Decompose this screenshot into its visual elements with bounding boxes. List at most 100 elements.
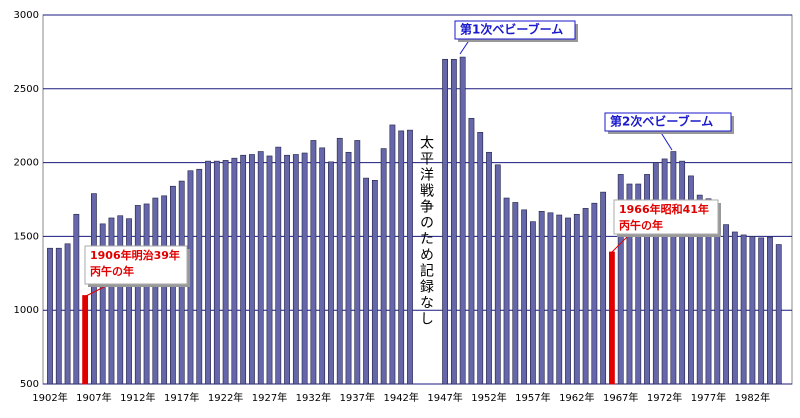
bar <box>354 140 361 385</box>
leader-line <box>659 130 673 151</box>
bar <box>319 147 326 385</box>
bar <box>635 183 642 385</box>
annotation: 1966年昭和41年 <box>619 202 709 216</box>
bar <box>231 157 238 385</box>
bar <box>82 295 89 385</box>
annotation-box <box>84 245 188 285</box>
bar <box>222 160 229 385</box>
y-tick-label: 500 <box>20 379 39 390</box>
bar <box>565 217 571 385</box>
bar <box>292 154 299 385</box>
bar <box>55 247 62 385</box>
bar <box>266 155 273 385</box>
bar <box>91 193 97 385</box>
bar <box>494 164 501 385</box>
bar <box>450 58 457 385</box>
bar <box>442 58 448 385</box>
x-tick-label: 1942年 <box>383 391 418 404</box>
bar <box>705 198 712 385</box>
bar <box>73 213 80 385</box>
bar <box>380 148 387 385</box>
x-tick-label: 1922年 <box>208 391 243 404</box>
bar <box>731 231 738 385</box>
y-tick-label: 2500 <box>14 84 39 95</box>
bar <box>371 180 378 385</box>
bar <box>249 154 255 385</box>
bar <box>363 177 369 385</box>
annotation: 丙午の年 <box>619 218 663 232</box>
x-tick-label: 1917年 <box>164 391 199 404</box>
bar <box>661 158 668 385</box>
annotation-box <box>613 199 719 235</box>
x-tick-label: 1907年 <box>76 391 111 404</box>
bar <box>749 236 756 385</box>
bar <box>345 151 352 385</box>
bar <box>609 251 615 385</box>
x-tick-label: 1957年 <box>515 391 550 404</box>
y-tick-label: 1000 <box>14 305 39 316</box>
bar <box>99 223 106 385</box>
bar <box>152 197 159 385</box>
bar <box>512 202 519 385</box>
annotation: 第1次ベビーブーム <box>460 22 563 37</box>
bar <box>591 202 598 385</box>
bar <box>688 175 694 385</box>
bar <box>336 137 343 385</box>
bar <box>275 146 282 385</box>
bar <box>556 214 563 385</box>
bar <box>213 160 220 385</box>
bar <box>758 237 765 385</box>
x-tick-label: 1977年 <box>691 391 726 404</box>
y-tick-label: 3000 <box>14 10 39 21</box>
bar <box>468 118 475 385</box>
bar <box>547 212 554 385</box>
bar <box>767 236 773 385</box>
x-tick-label: 1962年 <box>559 391 594 404</box>
annotation: 第2次ベビーブーム <box>610 114 713 129</box>
bar <box>679 160 686 385</box>
x-tick-label: 1972年 <box>647 391 682 404</box>
bar <box>257 151 264 385</box>
bar <box>582 208 589 385</box>
bar <box>108 217 115 385</box>
bar <box>64 243 71 385</box>
bar <box>652 162 659 385</box>
x-tick-label: 1947年 <box>427 391 462 404</box>
bar <box>723 224 729 385</box>
bar <box>407 129 413 385</box>
bar <box>398 130 405 385</box>
x-tick-label: 1982年 <box>735 391 770 404</box>
bar <box>617 174 624 385</box>
bar <box>573 213 580 385</box>
bar <box>134 205 141 385</box>
annotation: 太平洋戦争のため記録なし <box>418 135 434 327</box>
y-tick-label: 1500 <box>14 231 39 242</box>
bar <box>47 247 53 385</box>
bar <box>284 154 290 385</box>
bar <box>126 218 132 385</box>
bar <box>644 174 650 385</box>
bar <box>143 203 150 385</box>
bar <box>328 161 334 385</box>
bar <box>161 195 168 385</box>
bar <box>529 221 536 385</box>
bar <box>486 151 492 385</box>
x-tick-label: 1937年 <box>340 391 375 404</box>
bar <box>459 56 466 385</box>
bar <box>626 183 633 385</box>
bar <box>775 244 782 385</box>
bar <box>389 124 396 385</box>
annotation: 丙午の年 <box>90 264 134 278</box>
bar <box>301 152 308 385</box>
bar <box>740 234 747 385</box>
x-tick-label: 1932年 <box>296 391 331 404</box>
bar <box>521 209 528 385</box>
bar <box>205 160 211 385</box>
x-tick-label: 1912年 <box>120 391 155 404</box>
y-tick-label: 2000 <box>14 158 39 169</box>
annotation-box <box>454 20 576 40</box>
bar <box>503 197 510 385</box>
x-tick-label: 1952年 <box>471 391 506 404</box>
bar <box>600 191 607 385</box>
bar <box>240 154 247 385</box>
